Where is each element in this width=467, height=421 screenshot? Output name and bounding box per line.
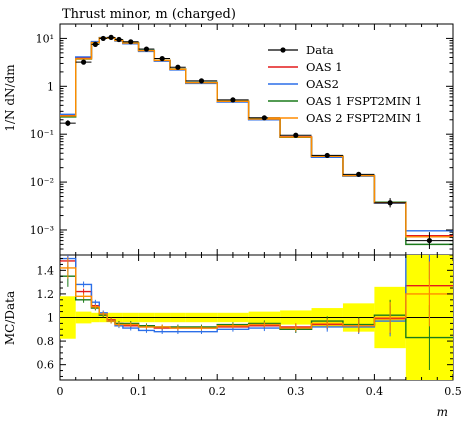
x-tick-label: 0.4 <box>366 385 384 398</box>
data-point <box>143 46 150 52</box>
data-point <box>100 35 106 42</box>
data-point <box>92 41 98 47</box>
legend-label-oas-2-fspt2min-1: OAS 2 FSPT2MIN 1 <box>306 111 422 125</box>
x-tick-label: 0.1 <box>130 385 148 398</box>
axes: 0 0.1 0.2 0.3 0.4 0.5 10⁻³ 10⁻² 10⁻¹ 1 10¹ 0.6 0.8 1 1… <box>30 23 462 398</box>
x-tick-label: 0.3 <box>287 385 305 398</box>
data-points <box>60 34 453 250</box>
data-point <box>128 39 134 45</box>
data-point <box>159 55 165 62</box>
y-ratio-tick-label: 0.6 <box>37 359 55 372</box>
legend: Data OAS 1 OAS2 OAS 1 FSPT2MIN 1 OAS 2 FSPT2… <box>268 43 422 125</box>
data-point <box>261 115 267 121</box>
chart-title: Thrust minor, m (charged) <box>62 7 236 22</box>
data-point <box>387 200 393 206</box>
data-point <box>116 36 122 43</box>
main-series <box>60 36 453 246</box>
data-point <box>293 132 299 138</box>
legend-label-oas2: OAS2 <box>306 77 339 91</box>
legend-label-oas-1-fspt2min-1: OAS 1 FSPT2MIN 1 <box>306 94 422 108</box>
data-point <box>80 59 87 65</box>
y-ratio-tick-label: 0.8 <box>37 335 55 348</box>
main-y-axis-label: 1/N dN/dm <box>3 64 17 132</box>
legend-data-marker <box>280 47 286 53</box>
data-point <box>65 120 71 126</box>
data-point <box>426 237 433 244</box>
x-tick-label: 0 <box>57 385 64 398</box>
data-point <box>175 64 181 70</box>
legend-label-oas-1: OAS 1 <box>306 60 343 74</box>
y-ratio-tick-label: 1.4 <box>37 264 55 277</box>
ratio-line-oas2 <box>60 255 407 333</box>
x-axis-label: m <box>437 405 448 419</box>
ratio-line-oas-2-fspt2min-1 <box>60 267 453 329</box>
series-line-oas-1 <box>60 37 453 237</box>
y-main-tick-label: 10¹ <box>36 32 54 45</box>
y-main-tick-label: 10⁻¹ <box>30 128 54 141</box>
main-panel-frame <box>59 23 454 256</box>
y-ratio-tick-label: 1 <box>47 312 54 325</box>
data-point <box>198 78 205 84</box>
ratio-y-axis-label: MC/Data <box>3 291 17 345</box>
y-main-tick-label: 10⁻³ <box>30 224 54 237</box>
series-line-oas-1-fspt2min-1 <box>60 37 453 246</box>
series-line-oas-2-fspt2min-1 <box>60 37 453 238</box>
x-tick-label: 0.2 <box>208 385 226 398</box>
data-point <box>108 34 114 41</box>
data-point <box>230 97 236 103</box>
data-point <box>324 152 330 159</box>
x-tick-label: 0.5 <box>444 385 462 398</box>
legend-label-data: Data <box>306 43 334 57</box>
ratio-lines <box>60 255 453 370</box>
y-ratio-tick-label: 1.2 <box>37 288 55 301</box>
data-point <box>356 171 362 177</box>
y-main-tick-label: 1 <box>47 80 54 93</box>
y-main-tick-label: 10⁻² <box>30 176 54 189</box>
